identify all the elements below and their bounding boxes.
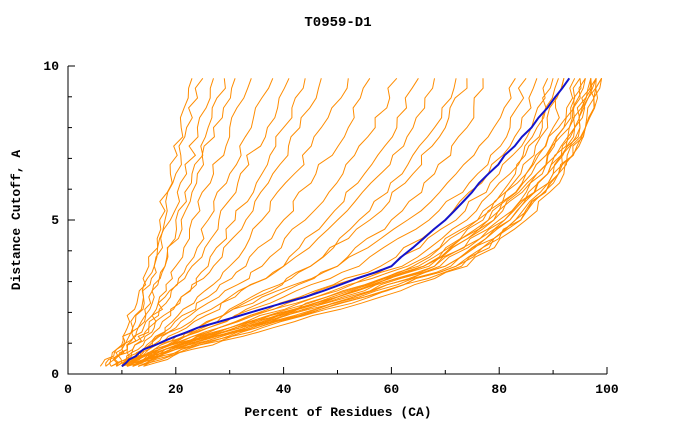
model-curve (126, 77, 527, 367)
model-curves (99, 77, 603, 367)
svg-text:40: 40 (276, 382, 292, 397)
model-curve (121, 78, 306, 367)
model-curve (137, 78, 603, 367)
model-curve (115, 78, 274, 367)
svg-text:10: 10 (43, 59, 59, 74)
svg-text:80: 80 (491, 382, 507, 397)
model-curve (116, 78, 322, 367)
model-curve (121, 78, 371, 367)
model-curve (132, 78, 597, 367)
model-curve (143, 78, 603, 367)
highlight-model-curve (121, 77, 571, 368)
model-curve (132, 78, 597, 367)
x-axis-label: Percent of Residues (CA) (244, 405, 431, 420)
svg-text:0: 0 (64, 382, 72, 397)
model-curve (105, 78, 236, 367)
model-curve (99, 78, 214, 367)
model-curve (121, 77, 398, 367)
y-axis-label: Distance Cutoff, A (9, 150, 24, 291)
model-curve (132, 78, 559, 367)
model-curve (121, 78, 576, 367)
model-curve (121, 78, 468, 367)
model-curve (110, 78, 290, 367)
svg-text:20: 20 (168, 382, 184, 397)
model-curve (125, 78, 349, 367)
tick-labels: 0 20 40 60 80 100 0 5 10 (43, 59, 619, 397)
model-curve (127, 78, 593, 367)
svg-text:5: 5 (51, 213, 59, 228)
model-curve (121, 78, 516, 367)
model-curve (143, 78, 603, 367)
svg-text:100: 100 (595, 382, 619, 397)
model-curve (121, 78, 586, 367)
chart-title: T0959-D1 (304, 15, 371, 31)
svg-text:60: 60 (384, 382, 400, 397)
model-curve (105, 78, 193, 367)
model-curve (116, 78, 435, 367)
highlight-curve (121, 77, 571, 368)
axes (67, 65, 608, 375)
svg-text:0: 0 (51, 367, 59, 382)
model-curve (132, 78, 592, 367)
model-curve (110, 78, 252, 367)
